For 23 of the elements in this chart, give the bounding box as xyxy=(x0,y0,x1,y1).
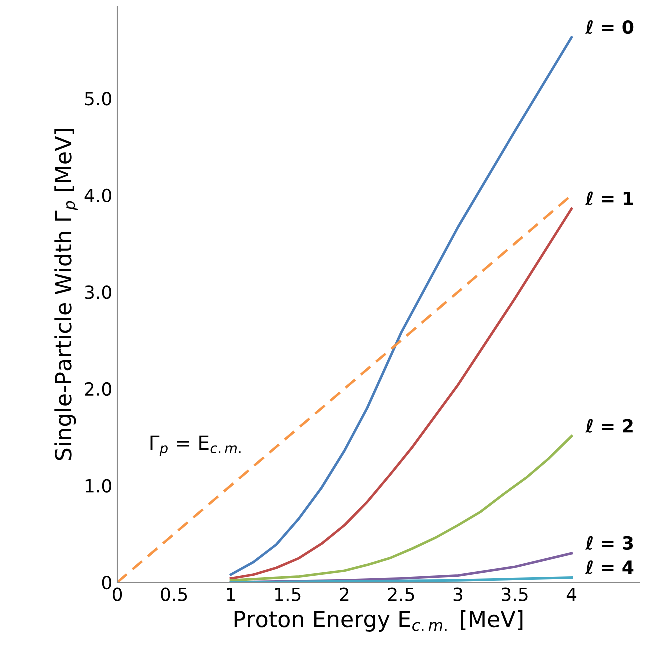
y-tick-label: 4.0 xyxy=(84,188,112,202)
x-tick-label: 0 xyxy=(112,588,122,602)
annotation: Γ$_{p}$ = E$_{c.m.}$ xyxy=(150,436,241,456)
series-label: ℓ = 3 xyxy=(585,536,634,550)
y-axis-title: Single-Particle Width Γ$_{p}$ [MeV] xyxy=(54,129,78,460)
x-tick-label: 2.5 xyxy=(388,588,414,602)
series-label: ℓ = 0 xyxy=(585,20,634,34)
y-tick-label: 2.0 xyxy=(85,382,112,396)
y-tick-label: 1.0 xyxy=(86,479,112,493)
y-tick-label: 5.0 xyxy=(85,92,112,106)
x-axis-title: Proton Energy E$_{c.m.}$ [MeV] xyxy=(234,610,523,632)
x-tick-label: 1.5 xyxy=(276,588,301,602)
x-tick-label: 2 xyxy=(340,588,349,602)
series-label: ℓ = 1 xyxy=(585,192,634,206)
y-tick-label: 0 xyxy=(102,576,112,590)
series-label: ℓ = 4 xyxy=(585,560,634,574)
x-tick-label: 0.5 xyxy=(161,588,188,602)
series-label: ℓ = 2 xyxy=(585,419,633,433)
y-tick-label: 3.0 xyxy=(85,286,112,300)
x-tick-label: 3 xyxy=(454,588,463,602)
x-tick-label: 1 xyxy=(227,588,236,602)
x-tick-label: 3.5 xyxy=(502,588,528,602)
x-tick-label: 4 xyxy=(566,588,577,602)
